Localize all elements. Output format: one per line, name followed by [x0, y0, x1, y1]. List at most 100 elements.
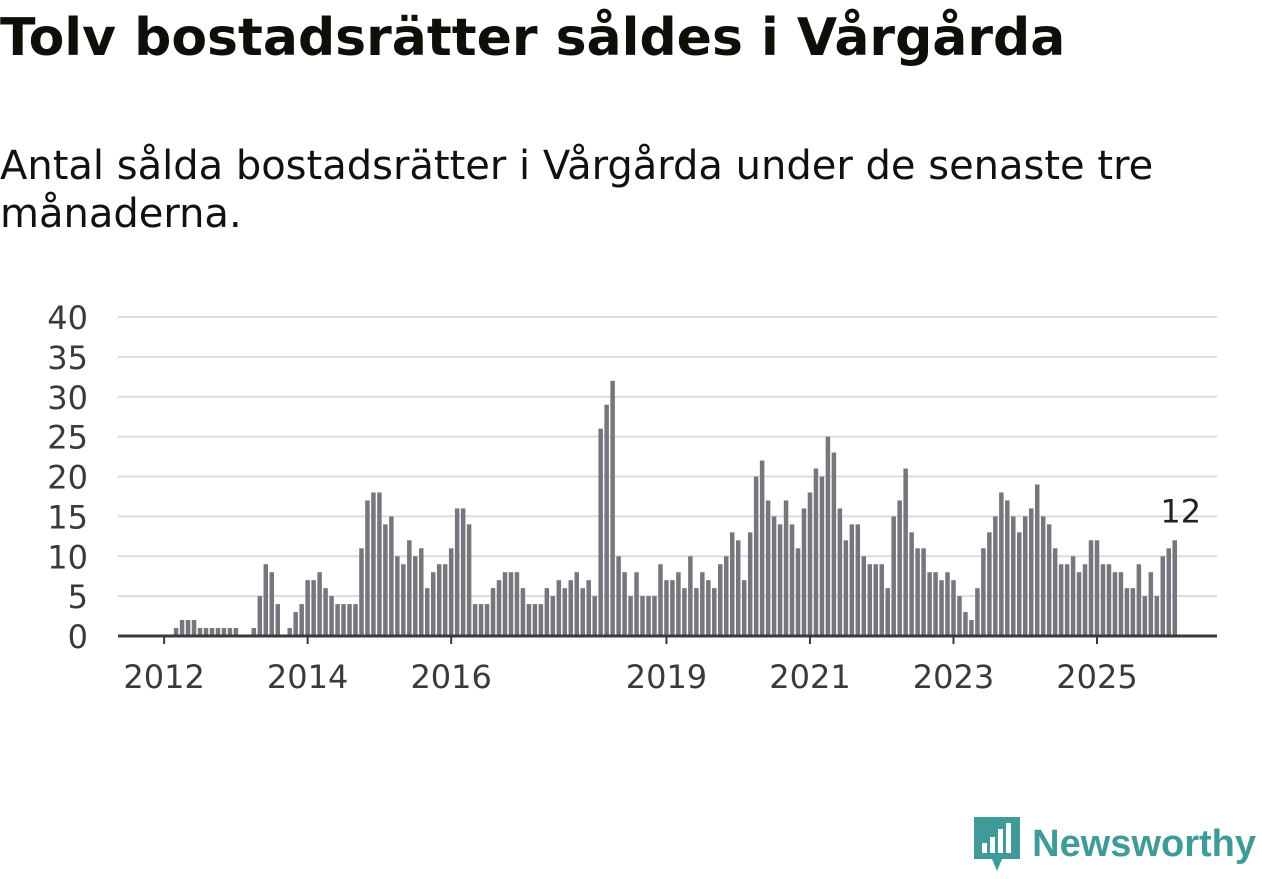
bar — [1011, 516, 1016, 636]
bar — [765, 500, 771, 636]
bar — [365, 500, 370, 636]
y-tick-label: 5 — [68, 578, 88, 616]
brand-name: Newsworthy — [1032, 822, 1256, 865]
bar — [873, 564, 878, 636]
bar — [1046, 524, 1052, 636]
bar — [413, 556, 418, 636]
y-tick-label: 20 — [47, 459, 88, 497]
bar — [1017, 532, 1022, 636]
bar — [837, 508, 843, 636]
bar — [1112, 572, 1118, 636]
bar — [1064, 564, 1070, 636]
bar — [909, 532, 914, 636]
bar — [544, 588, 550, 636]
bar — [831, 452, 837, 636]
y-tick-label: 30 — [47, 379, 88, 417]
bar — [807, 492, 813, 636]
bar — [1118, 572, 1124, 636]
bar — [1076, 572, 1082, 636]
bar — [676, 572, 681, 636]
bar — [466, 524, 472, 636]
bar — [706, 580, 711, 636]
bar — [305, 580, 310, 636]
y-tick-label: 40 — [47, 299, 88, 337]
bar — [927, 572, 932, 636]
bar — [514, 572, 520, 636]
bar — [1094, 540, 1100, 636]
bar — [622, 572, 627, 636]
bar — [957, 596, 962, 636]
x-tick-label: 2014 — [267, 658, 348, 696]
bar — [658, 564, 663, 636]
bar — [568, 580, 574, 636]
bar — [1005, 500, 1010, 636]
bar — [1124, 588, 1130, 636]
bar — [981, 548, 986, 636]
bar — [849, 524, 855, 636]
bar — [975, 588, 980, 636]
bar — [741, 580, 747, 636]
bar — [1172, 540, 1177, 636]
bar — [861, 556, 867, 636]
bar — [795, 548, 801, 636]
bar — [753, 476, 759, 636]
bar — [502, 572, 508, 636]
bar — [448, 548, 454, 636]
x-tick-label: 2021 — [769, 658, 850, 696]
bar — [885, 588, 890, 636]
bar — [592, 596, 597, 636]
bar — [598, 428, 603, 636]
data-labels: 12 — [1160, 492, 1201, 530]
bar — [921, 548, 926, 636]
bar — [933, 572, 938, 636]
y-tick-label: 25 — [47, 419, 88, 457]
bar — [1040, 516, 1046, 636]
bar — [293, 612, 298, 636]
bar — [963, 612, 968, 636]
bar — [843, 540, 849, 636]
bar — [951, 580, 956, 636]
x-tick-label: 2016 — [410, 658, 491, 696]
bar — [215, 628, 221, 636]
bar — [185, 620, 191, 636]
y-tick-label: 10 — [47, 538, 88, 576]
bar — [526, 604, 532, 636]
bar — [508, 572, 514, 636]
bar — [664, 580, 669, 636]
bar — [915, 548, 920, 636]
bar — [801, 508, 807, 636]
x-tick-label: 2019 — [626, 658, 707, 696]
bar — [353, 604, 358, 636]
brand-logo: Newsworthy — [972, 815, 1256, 873]
bar — [335, 604, 340, 636]
bar — [520, 588, 526, 636]
bar — [299, 604, 304, 636]
bar — [359, 548, 364, 636]
bar — [395, 556, 400, 636]
bar — [999, 492, 1004, 636]
bar — [700, 572, 705, 636]
y-tick-label: 35 — [47, 339, 88, 377]
bar — [670, 580, 675, 636]
bar — [1100, 564, 1106, 636]
x-tick-label: 2012 — [123, 658, 204, 696]
bar — [197, 628, 203, 636]
bar — [987, 532, 992, 636]
chart-title: Tolv bostadsrätter såldes i Vårgårda — [0, 8, 1066, 68]
bar — [586, 580, 591, 636]
bar — [287, 628, 292, 636]
bar — [383, 524, 388, 636]
bar — [628, 596, 633, 636]
bar — [825, 436, 831, 636]
bar — [610, 380, 615, 636]
bar — [371, 492, 376, 636]
bar — [819, 476, 825, 636]
bar — [263, 564, 269, 636]
bar — [682, 588, 687, 636]
bar — [1166, 548, 1172, 636]
bar — [969, 620, 974, 636]
bar — [496, 580, 502, 636]
bar — [275, 604, 280, 636]
